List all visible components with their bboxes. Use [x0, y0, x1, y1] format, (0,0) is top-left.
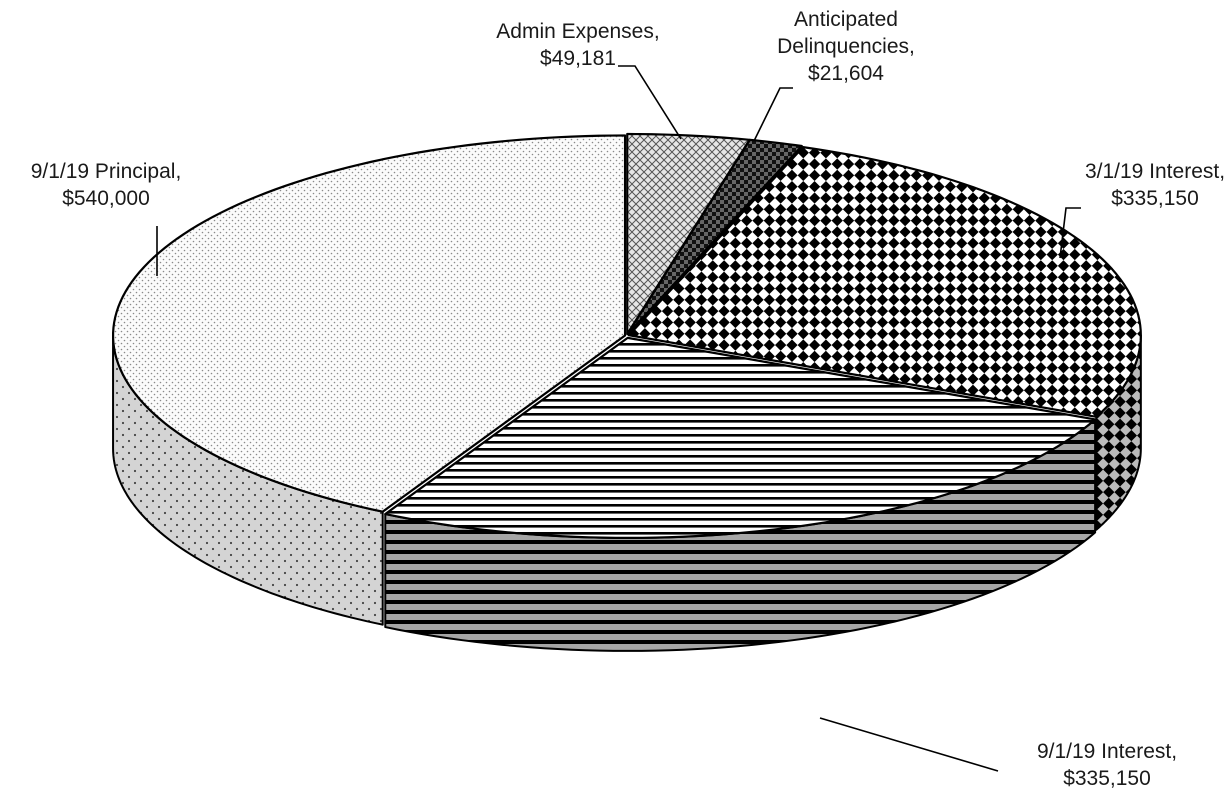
slice-labels: Admin Expenses, $49,181 Anticipated Delinqu…: [31, 8, 1224, 790]
pie-tops: [112, 132, 1142, 539]
leader-line-anticipated-delinquencies: [753, 87, 793, 142]
slice-label-9-1-19-interest: 9/1/19 Interest, $335,150: [1037, 740, 1177, 790]
slice-top-3-1-19-interest: [627, 146, 1142, 418]
slice-label-line: Admin Expenses,: [496, 20, 659, 43]
slice-label-line: $21,604: [808, 62, 884, 85]
leader-line-3-1-19-interest: [1059, 207, 1081, 259]
slice-top-9-1-19-principal: [112, 134, 627, 513]
slice-label-line: 9/1/19 Principal,: [31, 160, 182, 183]
slice-label-line: Anticipated: [794, 8, 898, 31]
leader-lines: [156, 65, 1081, 772]
leader-line-admin-expenses: [618, 65, 682, 140]
slice-label-line: 9/1/19 Interest,: [1037, 740, 1177, 763]
slice-label-line: $335,150: [1111, 187, 1199, 210]
slice-label-9-1-19-principal: 9/1/19 Principal, $540,000: [31, 160, 182, 210]
slice-top-9-1-19-interest: [384, 336, 1097, 539]
slice-label-line: $49,181: [540, 47, 616, 70]
slice-label-line: 3/1/19 Interest,: [1085, 160, 1224, 183]
slice-label-line: $540,000: [62, 187, 150, 210]
slice-label-admin-expenses: Admin Expenses, $49,181: [496, 20, 659, 70]
slice-top-admin-expenses: [626, 132, 751, 336]
leader-line-9-1-19-interest: [819, 717, 999, 772]
slice-label-line: Delinquencies,: [777, 35, 915, 58]
slice-label-3-1-19-interest: 3/1/19 Interest, $335,150: [1085, 160, 1224, 210]
slice-label-line: $335,150: [1063, 767, 1151, 790]
slice-label-anticipated-delinquencies: Anticipated Delinquencies, $21,604: [777, 8, 915, 85]
